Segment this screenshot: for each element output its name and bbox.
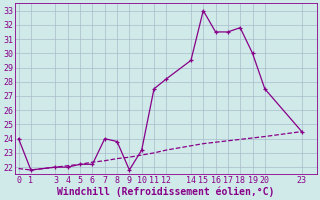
X-axis label: Windchill (Refroidissement éolien,°C): Windchill (Refroidissement éolien,°C) [57,186,274,197]
